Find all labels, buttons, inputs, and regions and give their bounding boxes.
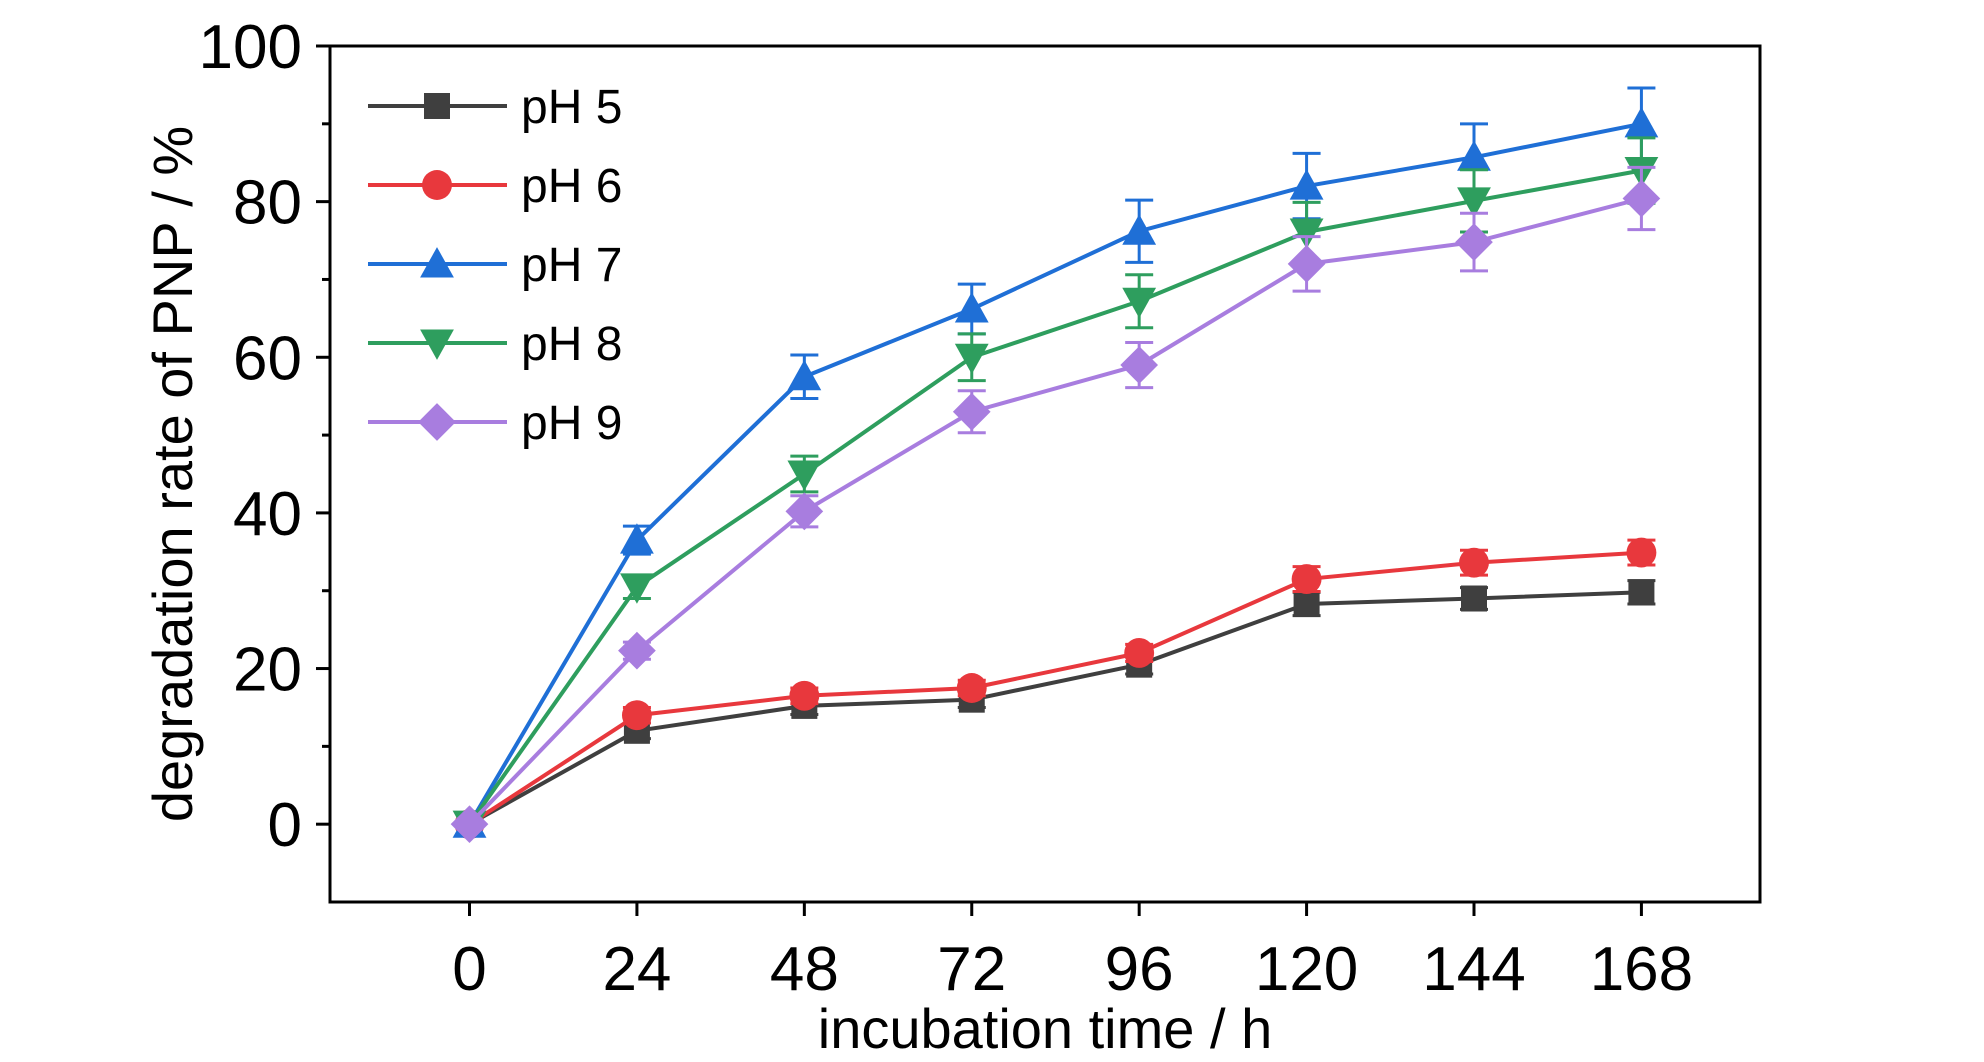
y-tick-label: 0 [268, 791, 302, 860]
series-marker [1120, 346, 1159, 384]
series-marker [1624, 106, 1659, 138]
series-marker [1124, 638, 1155, 668]
series-line [467, 121, 1642, 826]
x-axis-title: incubation time / h [818, 997, 1272, 1060]
series-line [468, 196, 1642, 826]
series-marker [618, 631, 656, 670]
legend-label: pH 9 [521, 397, 622, 450]
series-marker [787, 460, 822, 491]
series-marker [787, 359, 822, 391]
series-line [468, 590, 1642, 826]
axis-ticks: 0 20 40 60 80 100 0 24 48 72 96 120 144 168 [199, 13, 1694, 1004]
series-marker [1457, 140, 1491, 171]
series-marker [1287, 245, 1326, 283]
legend-label: pH 5 [521, 81, 622, 134]
x-tick-label: 168 [1590, 935, 1693, 1004]
series-marker [420, 329, 454, 360]
series-marker [956, 673, 987, 703]
legend-item: pH 6 [368, 160, 622, 213]
series-marker [450, 805, 489, 844]
y-tick-label: 60 [233, 324, 302, 393]
series-marker [1626, 537, 1657, 568]
series-marker [1622, 179, 1661, 218]
y-tick-label: 20 [233, 636, 302, 705]
x-tick-label: 72 [937, 935, 1006, 1004]
x-tick-label: 0 [452, 935, 486, 1004]
series-marker [954, 343, 989, 375]
series-marker [422, 170, 452, 200]
series-marker [1628, 579, 1655, 606]
x-tick-label: 144 [1422, 935, 1525, 1004]
y-axis-title: degradation rate of PNP / % [141, 126, 204, 822]
legend-label: pH 7 [521, 239, 622, 292]
series-marker [789, 680, 820, 711]
series-marker [424, 93, 450, 119]
plot-frame [328, 44, 1762, 904]
y-tick-label: 40 [233, 480, 302, 549]
series-marker [1289, 169, 1324, 200]
legend-label: pH 6 [521, 160, 622, 213]
series-ph-6 [454, 537, 1657, 840]
x-tick-label: 48 [770, 935, 839, 1004]
series-marker [952, 392, 991, 431]
series-ph-9 [450, 165, 1661, 844]
series-line [468, 550, 1642, 826]
series-line [467, 168, 1642, 826]
series-marker [420, 247, 454, 278]
series-marker [954, 292, 989, 323]
series-marker [1461, 585, 1487, 612]
series-marker [1455, 223, 1493, 261]
series-marker [418, 403, 456, 441]
y-tick-label: 80 [233, 169, 302, 238]
legend-item: pH 9 [368, 397, 622, 450]
series-marker [1122, 287, 1157, 319]
series-marker [620, 573, 654, 604]
legend-item: pH 7 [368, 239, 622, 292]
legend: pH 5 pH 6 pH 7 pH 8 pH 9 [368, 81, 622, 450]
y-tick-label: 100 [199, 13, 302, 82]
data-series [450, 86, 1661, 844]
series-marker [620, 523, 654, 554]
legend-item: pH 8 [368, 318, 622, 371]
series-marker [1289, 218, 1324, 249]
series-marker [1457, 187, 1491, 218]
series-marker [1293, 590, 1320, 617]
series-marker [1291, 564, 1322, 595]
x-tick-label: 96 [1105, 935, 1174, 1004]
legend-item: pH 5 [368, 81, 622, 134]
series-marker [785, 492, 824, 531]
series-marker [1459, 547, 1489, 578]
legend-label: pH 8 [521, 318, 622, 371]
series-marker [1122, 214, 1157, 245]
series-marker [621, 700, 652, 731]
x-tick-label: 24 [602, 935, 671, 1004]
x-tick-label: 120 [1255, 935, 1358, 1004]
